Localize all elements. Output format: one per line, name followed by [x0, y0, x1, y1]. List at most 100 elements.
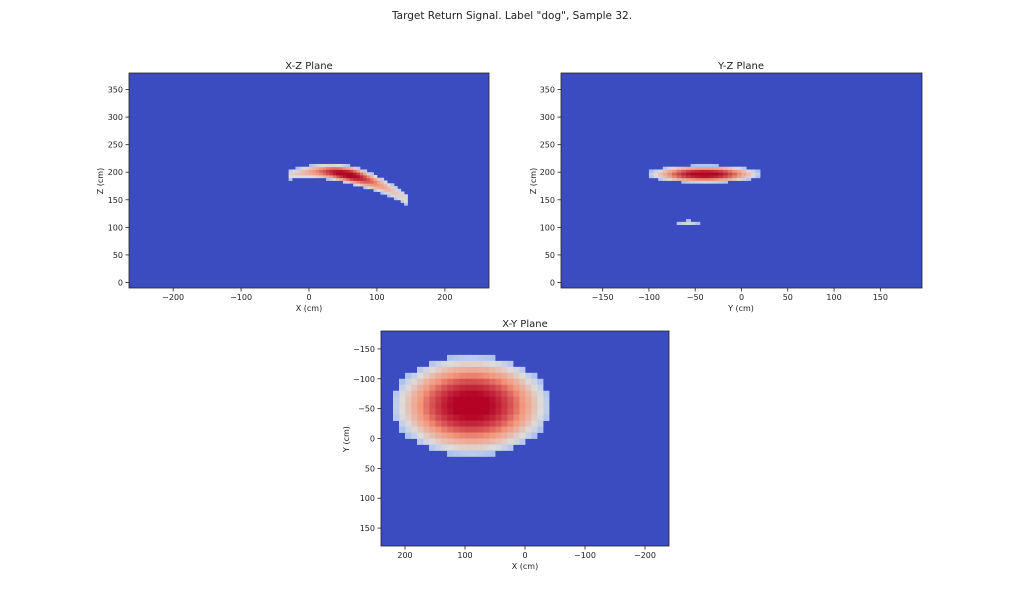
heatmap-cell [359, 180, 364, 184]
heatmap-cell [495, 408, 502, 416]
heatmap-cell [732, 177, 738, 181]
heatmap-cell [537, 396, 544, 404]
heatmap-cell [477, 450, 484, 457]
heatmap-cell [471, 438, 478, 445]
heatmap-cell [441, 372, 448, 380]
heatmap-cell [704, 174, 710, 179]
heatmap-cell [704, 166, 710, 170]
heatmap-cell [332, 174, 337, 179]
heatmap-cell [672, 169, 678, 173]
heatmap-cell [417, 378, 424, 386]
heatmap-cell [477, 378, 484, 386]
heatmap-cell [435, 432, 442, 439]
heatmap-cell [483, 366, 490, 374]
heatmap-cell [537, 402, 544, 410]
heatmap-cell [417, 420, 424, 427]
heatmap-cell [393, 390, 400, 398]
heatmap-cell [417, 372, 424, 380]
heatmap-cell [501, 384, 508, 392]
heatmap-cell [387, 194, 391, 198]
x-tick-label: 0 [739, 293, 744, 302]
heatmap-cell [441, 444, 448, 451]
heatmap-cell [319, 174, 323, 179]
heatmap-cell [483, 372, 490, 380]
heatmap-cell [662, 174, 668, 179]
heatmap-cell [483, 402, 490, 410]
heatmap-cell [483, 390, 490, 398]
heatmap-cell [489, 432, 496, 439]
heatmap-cell [390, 183, 395, 187]
heatmap-cell [376, 183, 381, 187]
heatmap-cell [453, 444, 460, 451]
heatmap-cell [471, 366, 478, 374]
heatmap-cell [336, 177, 340, 181]
heatmap-cell [519, 402, 526, 410]
y-tick-label: 100 [360, 494, 375, 503]
x-tick-label: −200 [162, 293, 184, 302]
heatmap-cell [373, 186, 378, 190]
heatmap-cell [459, 396, 466, 404]
panel-title: X-Z Plane [285, 61, 332, 72]
heatmap-cell [681, 177, 687, 181]
heatmap-cell [453, 414, 460, 421]
heatmap-cell [423, 426, 430, 433]
heatmap-cell [501, 426, 508, 433]
heatmap-cell [459, 438, 466, 445]
heatmap-cell [459, 450, 466, 457]
heatmap-cell [332, 163, 337, 168]
y-tick-label: 350 [108, 86, 123, 95]
heatmap-cell [653, 169, 659, 173]
heatmap-cell [366, 172, 371, 176]
heatmap-cell [519, 372, 526, 380]
y-tick-label: −150 [353, 345, 375, 354]
heatmap-cell [471, 354, 478, 362]
heatmap-cell [519, 366, 526, 374]
y-axis-label: Y (cm) [342, 426, 351, 453]
heatmap-cell [399, 390, 406, 398]
heatmap-cell [495, 402, 502, 410]
heatmap-cell [531, 402, 538, 410]
heatmap-cell [441, 414, 448, 421]
heatmap-cell [400, 199, 405, 203]
heatmap-cell [447, 432, 454, 439]
heatmap-cell [405, 372, 412, 380]
y-tick-label: 0 [118, 278, 123, 287]
y-axis-label: Z (cm) [96, 168, 105, 194]
heatmap-cell [501, 360, 508, 368]
heatmap-cell [543, 414, 550, 421]
heatmap-cell [349, 169, 354, 173]
heatmap-cell [292, 172, 296, 176]
heatmap-cell [363, 186, 368, 190]
heatmap-cell [411, 408, 418, 416]
heatmap-cell [429, 420, 436, 427]
heatmap-cell [298, 172, 303, 176]
heatmap-cell [513, 426, 520, 433]
heatmap-cell [709, 177, 715, 181]
heatmap-cell [453, 384, 460, 392]
heatmap-cell [695, 163, 701, 168]
heatmap-cell [537, 420, 544, 427]
heatmap-cell [373, 188, 378, 192]
heatmap-cell [465, 420, 472, 427]
heatmap-cell [399, 402, 406, 410]
y-tick-label: 150 [360, 524, 375, 533]
heatmap-cell [387, 188, 391, 192]
heatmap-cell [346, 172, 351, 176]
heatmap-cell [356, 177, 361, 181]
heatmap-cell [312, 169, 317, 173]
heatmap-cell [441, 360, 448, 368]
heatmap-cell [319, 163, 323, 168]
heatmap-cell [429, 360, 436, 368]
heatmap-cell [459, 384, 466, 392]
heatmap-cell [519, 408, 526, 416]
heatmap-cell [353, 172, 357, 176]
heatmap-cell [383, 188, 388, 192]
heatmap-cell [319, 172, 323, 176]
heatmap-cell [681, 172, 687, 176]
heatmap-cell [537, 408, 544, 416]
heatmap-cell [411, 426, 418, 433]
heatmap-cell [453, 438, 460, 445]
heatmap-cell [339, 172, 344, 176]
heatmap-cell [750, 172, 756, 176]
heatmap-cell [393, 396, 400, 404]
